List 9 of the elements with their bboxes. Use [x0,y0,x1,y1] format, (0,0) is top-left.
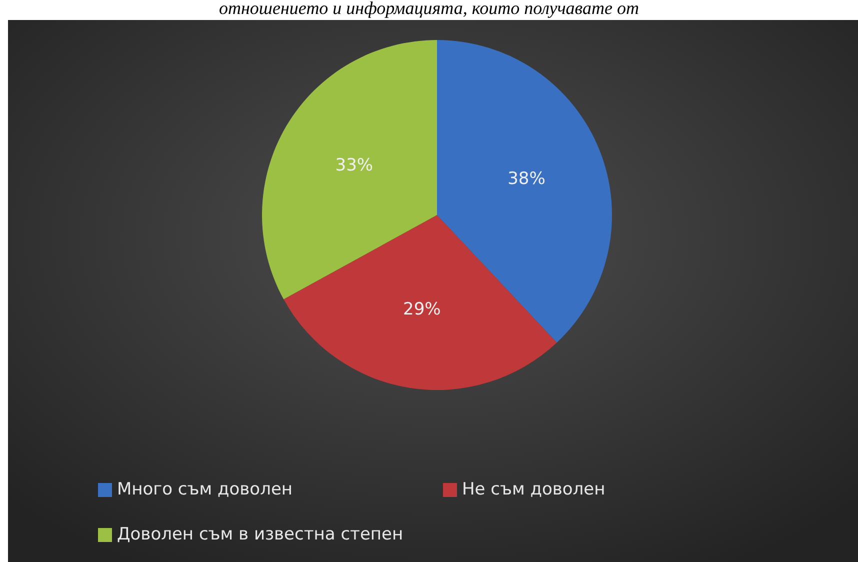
legend-label: Доволен съм в известна степен [117,524,404,545]
data-label: 33% [335,156,374,176]
pie-slice [262,40,437,300]
chart-title: отношението и информацията, които получавате от [219,0,639,18]
legend-label: Не съм доволен [462,480,606,500]
pie-slice [284,215,557,390]
data-label: 29% [403,300,441,320]
data-label: 38% [508,169,546,190]
legend-label: Много съм доволен [117,480,293,500]
